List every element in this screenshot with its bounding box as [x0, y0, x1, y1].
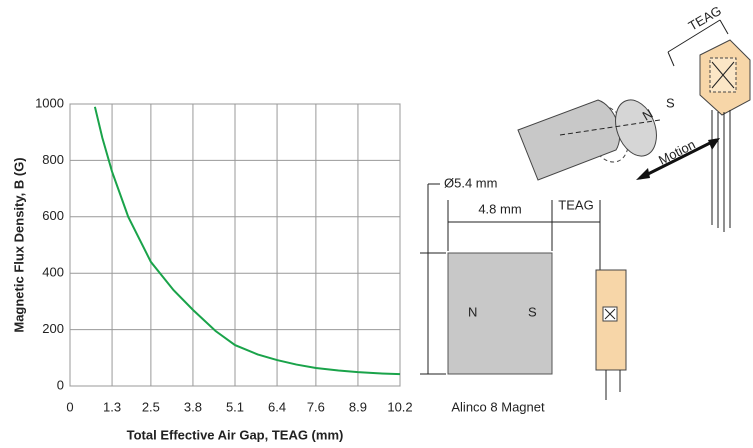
iso-south: S: [666, 95, 675, 110]
x-tick-label: 3.8: [184, 399, 202, 414]
diameter-label: Ø5.4 mm: [444, 175, 497, 190]
x-tick-label: 6.4: [268, 399, 286, 414]
x-tick-label: 1.3: [103, 399, 121, 414]
gap-label: TEAG: [558, 197, 593, 212]
magnet-diagram: N S Ø5.4 mm 4.8 mm TEAG Alinco 8 Magnet: [420, 175, 627, 414]
y-tick-label: 400: [42, 265, 64, 280]
magnet: [447, 252, 553, 375]
iso-diagram: N S TEAG Motion: [517, 3, 751, 232]
x-tick-label: 7.6: [307, 399, 325, 414]
curve: [93, 106, 401, 376]
motion-label: Motion: [656, 137, 698, 168]
north-label: N: [468, 304, 477, 319]
x-tick-label: 8.9: [349, 399, 367, 414]
x-tick-label: 10.2: [387, 399, 412, 414]
caption: Alinco 8 Magnet: [451, 399, 545, 414]
y-tick-label: 600: [42, 208, 64, 223]
y-tick-label: 800: [42, 152, 64, 167]
y-tick-label: 200: [42, 321, 64, 336]
y-tick-label: 1000: [35, 95, 64, 110]
x-tick-label: 0: [66, 399, 73, 414]
south-label: S: [528, 304, 537, 319]
x-tick-label: 5.1: [226, 399, 244, 414]
x-axis-label: Total Effective Air Gap, TEAG (mm): [127, 427, 344, 442]
x-tick-label: 2.5: [142, 399, 160, 414]
y-axis-label: Magnetic Flux Density, B (G): [11, 157, 26, 332]
y-tick-label: 0: [57, 377, 64, 392]
length-label: 4.8 mm: [478, 201, 521, 216]
